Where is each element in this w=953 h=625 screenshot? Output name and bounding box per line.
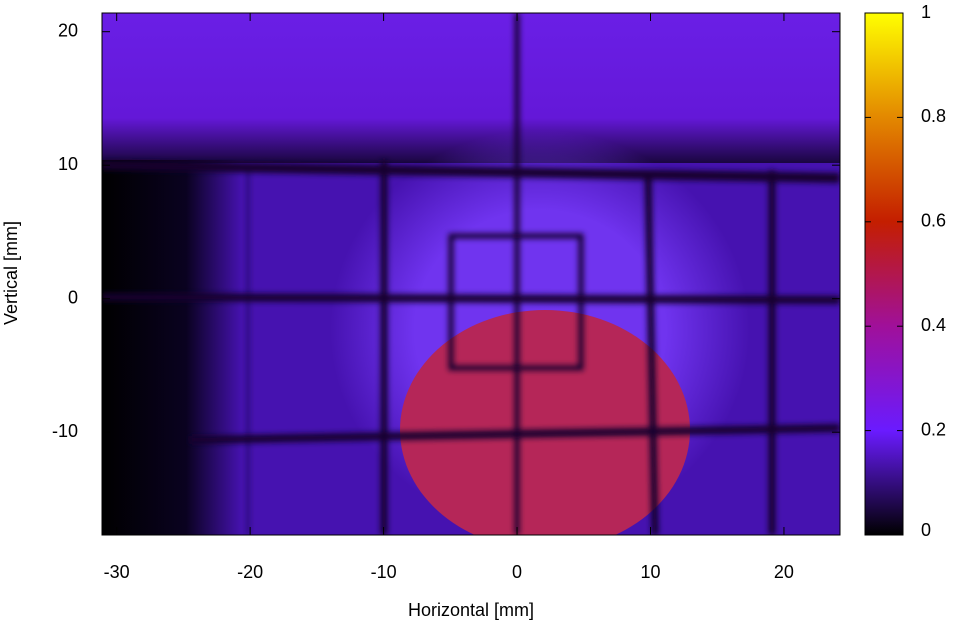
y-axis-label: Vertical [mm] — [1, 221, 21, 325]
colorbar-tick-label: 0.8 — [921, 106, 946, 126]
heatmap-grid-shadows — [102, 13, 840, 535]
heatmap-region — [102, 160, 242, 535]
x-tick-label: -10 — [371, 562, 397, 582]
heatmap-image — [102, 13, 840, 535]
colorbar — [864, 12, 904, 536]
y-tick-label: 20 — [58, 20, 78, 40]
x-tick-label: 20 — [774, 562, 794, 582]
y-tick-label: 0 — [68, 287, 78, 307]
heatmap-region — [102, 13, 840, 163]
colorbar-tick-label: 0.4 — [921, 315, 946, 335]
colorbar-tick-label: 0.2 — [921, 419, 946, 439]
y-tick-label: -10 — [52, 421, 78, 441]
x-axis-label: Horizontal [mm] — [408, 600, 534, 620]
x-tick-label: 0 — [512, 562, 522, 582]
colorbar-tick-label: 1 — [921, 2, 931, 22]
x-tick-label: 10 — [640, 562, 660, 582]
y-tick-label: 10 — [58, 154, 78, 174]
colorbar-tick-label: 0.6 — [921, 211, 946, 231]
colorbar-tick-label: 0 — [921, 520, 931, 540]
x-tick-label: -30 — [104, 562, 130, 582]
plot-frame — [101, 12, 841, 536]
x-tick-label: -20 — [237, 562, 263, 582]
